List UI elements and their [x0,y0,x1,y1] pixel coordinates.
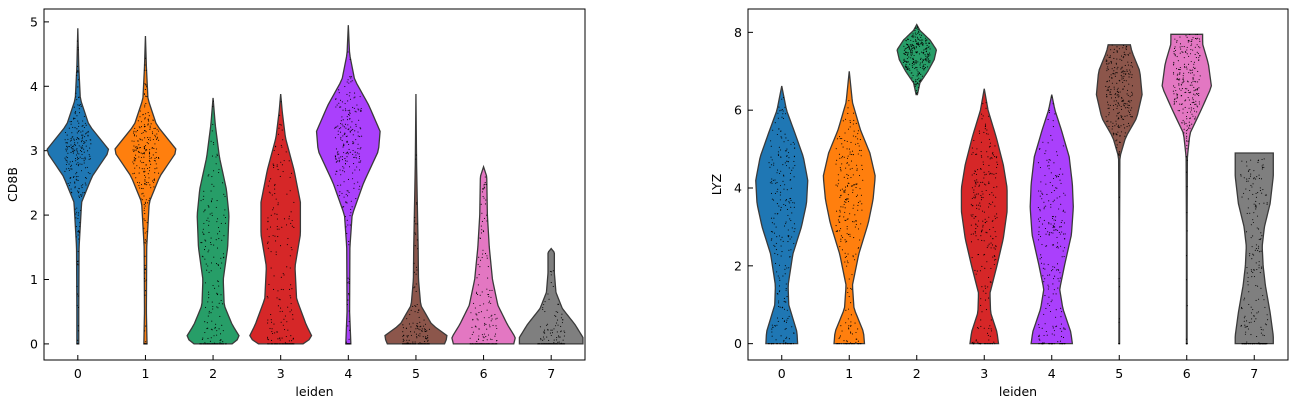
y-axis-label: LYZ [709,174,724,196]
violin-5 [384,94,448,345]
points-1 [835,100,864,345]
points-6 [1172,33,1201,345]
x-tick-label: 4 [344,366,352,381]
points-0 [64,40,92,345]
points-2 [199,100,227,345]
violin-4 [315,25,381,345]
violin-1 [822,71,876,345]
x-tick-label: 7 [547,366,555,381]
x-tick-label: 6 [480,366,488,381]
violin-3 [960,88,1008,345]
violin-6 [451,164,516,345]
y-axis-label: CD8B [5,167,20,202]
y-tick-label: 2 [734,258,742,273]
points-0 [768,96,796,345]
y-tick-label: 1 [30,272,38,287]
violin-6 [1161,33,1213,345]
x-tick-label: 0 [74,366,82,381]
violin-0 [755,85,809,345]
violin-5 [1095,44,1143,345]
violin-7 [1234,152,1274,345]
x-axis-label: leiden [999,384,1037,399]
x-tick-label: 1 [845,366,853,381]
x-tick-label: 1 [141,366,149,381]
x-tick-label: 5 [1115,366,1123,381]
cd8b-violin-panel: 0 1 2 3 4 5 0 1 2 3 4 5 6 7 leiden CD8B [5,8,586,399]
points-3 [970,102,999,345]
x-tick-label: 3 [980,366,988,381]
y-tick-label: 4 [30,79,38,94]
x-axis-label: leiden [295,384,333,399]
violin-4 [1029,94,1074,345]
y-tick-label: 2 [30,208,38,223]
x-tick-label: 2 [209,366,217,381]
y-tick-label: 3 [30,143,38,158]
x-tick-label: 2 [913,366,921,381]
points-5 [401,154,430,345]
violin-1 [114,36,177,345]
x-tick-label: 6 [1183,366,1191,381]
y-tick-label: 8 [734,25,742,40]
points-4 [334,51,363,345]
violin-2 [186,97,240,345]
violin-3 [249,93,313,345]
y-tick-label: 5 [30,14,38,29]
violin-2 [896,23,938,96]
x-tick-label: 5 [412,366,420,381]
points-1 [131,57,160,345]
points-6 [469,176,498,345]
y-tick-label: 4 [734,181,742,196]
points-2 [902,26,931,95]
points-5 [1105,44,1134,345]
points-4 [1037,96,1066,345]
violin-7 [518,247,584,345]
points-7 [537,270,566,345]
plot-frame [747,8,1289,361]
x-tick-label: 0 [778,366,786,381]
y-tick-label: 6 [734,103,742,118]
points-3 [266,101,295,345]
x-tick-label: 3 [277,366,285,381]
x-tick-label: 7 [1250,366,1258,381]
x-tick-label: 4 [1048,366,1056,381]
lyz-violin-panel: 0 2 4 6 8 0 1 2 3 4 5 6 7 leiden LYZ [709,8,1289,399]
y-tick-label: 0 [30,336,38,351]
plot-frame [43,8,586,361]
violin-0 [46,28,110,345]
points-7 [1240,158,1269,345]
y-tick-label: 0 [734,336,742,351]
